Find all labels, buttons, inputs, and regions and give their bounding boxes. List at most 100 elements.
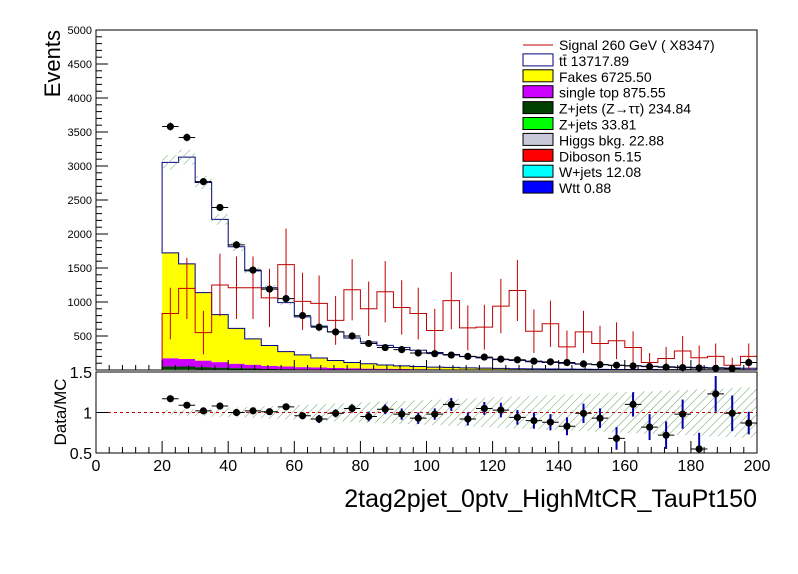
data-point xyxy=(414,349,422,357)
ratio-point xyxy=(497,406,505,414)
data-point xyxy=(563,358,571,367)
background-area xyxy=(162,252,758,370)
ratio-point xyxy=(745,419,753,427)
y-tick-label: 1000 xyxy=(68,297,92,309)
ratio-point xyxy=(612,434,621,443)
ratio-uncertainty-bin xyxy=(277,405,295,420)
y-tick-label: 4000 xyxy=(68,93,92,105)
legend-swatch xyxy=(522,53,554,67)
y-tick-label: 2000 xyxy=(68,229,92,241)
legend-label: Z+jets 33.81 xyxy=(559,117,637,133)
legend-label: Higgs bkg. 22.88 xyxy=(559,132,664,148)
ratio-point xyxy=(480,404,488,413)
ratio-point xyxy=(513,413,521,421)
x-tick-label: 40 xyxy=(219,458,237,475)
x-tick-label: 160 xyxy=(611,458,638,475)
data-point xyxy=(315,323,323,331)
ratio-point xyxy=(315,415,323,423)
legend-entry: tt̄ 13717.89 xyxy=(522,53,629,69)
data-point xyxy=(398,346,406,354)
data-point xyxy=(497,355,505,363)
y-tick-label: 3000 xyxy=(68,161,92,173)
data-point xyxy=(183,133,191,142)
signal-series xyxy=(161,228,758,370)
uncertainty-bin xyxy=(277,300,295,305)
data-point xyxy=(298,312,307,320)
y-tick-label: 5000 xyxy=(68,25,92,37)
y-tick-label: 2500 xyxy=(68,195,92,207)
legend-entry: single top 875.55 xyxy=(522,85,666,101)
background-7 xyxy=(162,252,758,370)
data-point xyxy=(381,343,389,352)
ratio-point xyxy=(183,401,191,409)
legend-entry: Z+jets 33.81 xyxy=(522,117,637,133)
x-tick-label: 100 xyxy=(413,458,440,475)
ratio-point xyxy=(695,445,703,453)
legend: Signal 260 GeV ( X8347)tt̄ 13717.89Fakes… xyxy=(522,37,715,196)
legend-swatch xyxy=(522,101,554,115)
ratio-point xyxy=(546,418,555,426)
data-point xyxy=(612,361,621,369)
y-tick-label: 3500 xyxy=(68,127,92,139)
ratio-point xyxy=(530,417,538,425)
ratio-uncertainty-bin xyxy=(690,389,708,436)
data-point xyxy=(513,356,521,364)
legend-swatch xyxy=(522,69,554,83)
legend-swatch xyxy=(522,85,554,99)
data-point xyxy=(447,351,455,359)
ratio-point xyxy=(579,409,588,417)
legend-label: Fakes 6725.50 xyxy=(559,69,652,85)
ratio-point xyxy=(596,414,604,422)
y-tick-label: 4500 xyxy=(68,59,92,71)
ratio-point xyxy=(414,414,422,422)
ratio-point xyxy=(249,407,257,415)
ratio-point xyxy=(199,407,208,415)
data-point xyxy=(199,178,208,186)
legend-label: W+jets 12.08 xyxy=(559,164,641,180)
legend-swatch xyxy=(522,164,554,178)
x-tick-label: 120 xyxy=(479,458,506,475)
ratio-point xyxy=(679,410,687,418)
data-point xyxy=(464,352,472,360)
data-point xyxy=(530,357,538,365)
x-tick-label: 140 xyxy=(545,458,572,475)
ratio-point xyxy=(431,410,439,418)
ratio-point xyxy=(629,400,637,408)
ratio-point xyxy=(232,408,241,417)
data-point xyxy=(216,203,224,212)
y-tick-label: 500 xyxy=(74,331,92,343)
ratio-point xyxy=(447,400,455,408)
data-point xyxy=(365,339,373,348)
legend-entry: Signal 260 GeV ( X8347) xyxy=(523,37,715,53)
ratio-y-tick-label: 0.5 xyxy=(70,446,92,463)
ratio-point xyxy=(563,422,571,430)
legend-entry: W+jets 12.08 xyxy=(522,164,641,180)
ratio-point xyxy=(381,405,389,413)
x-tick-label: 20 xyxy=(153,458,171,475)
ratio-point xyxy=(332,409,340,417)
legend-entry: Fakes 6725.50 xyxy=(522,69,652,85)
data-point xyxy=(431,350,439,358)
data-point xyxy=(596,360,604,369)
legend-entry: Wtt 0.88 xyxy=(522,180,611,196)
ratio-uncertainty-bin xyxy=(608,392,625,433)
data-point xyxy=(332,328,340,336)
ratio-point xyxy=(728,409,736,417)
y-axis-label: Events xyxy=(40,30,65,97)
data-point xyxy=(679,364,687,372)
main-plot: 500 1000 1500 2000 2500 3000 3500 4000 4500 5000 xyxy=(68,25,758,373)
legend-label: Z+jets (Z→ττ) 234.84 xyxy=(559,101,691,117)
ratio-point xyxy=(166,395,174,403)
uncertainty-bin xyxy=(178,149,196,165)
data-point xyxy=(579,360,588,368)
data-point xyxy=(348,332,356,340)
ratio-point xyxy=(265,408,274,416)
ratio-point xyxy=(282,403,290,411)
legend-swatch xyxy=(522,132,554,146)
legend-entry: Higgs bkg. 22.88 xyxy=(522,132,664,148)
data-point xyxy=(546,358,555,366)
x-tick-label: 200 xyxy=(744,458,771,475)
ratio-point xyxy=(662,431,670,439)
ratio-plot: 0.5 1 1.5 0 20 40 60 80 100 120 140 160 180 200 xyxy=(70,365,771,475)
